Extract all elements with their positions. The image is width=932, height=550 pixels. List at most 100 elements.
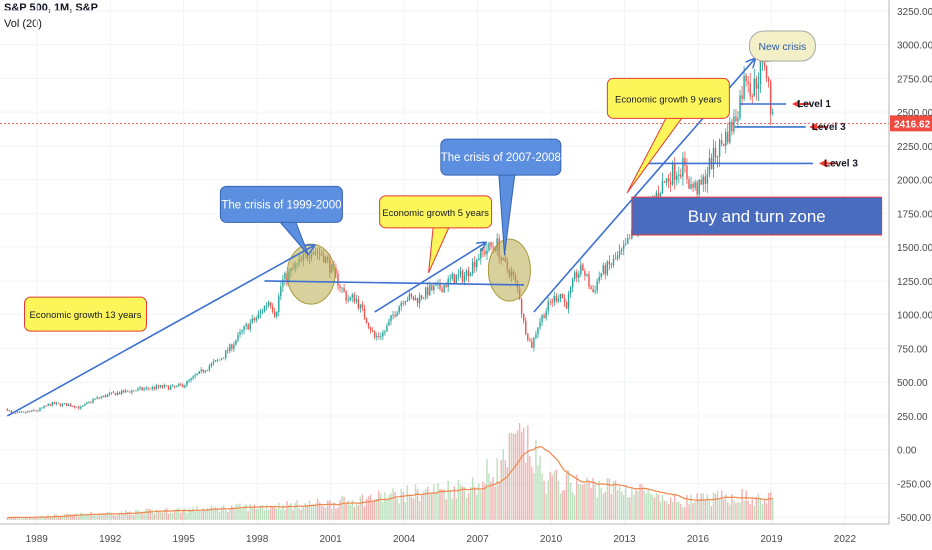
price-tick-label: 2250.00 bbox=[897, 142, 932, 153]
candle-body bbox=[614, 258, 617, 260]
candle-body bbox=[39, 407, 41, 411]
candle-body bbox=[351, 294, 353, 298]
volume-bar bbox=[314, 503, 317, 520]
candle-body bbox=[178, 384, 180, 386]
candle-body bbox=[688, 179, 690, 189]
volume-bar bbox=[112, 514, 115, 520]
candle-body bbox=[129, 391, 131, 393]
volume-bar bbox=[433, 484, 435, 520]
candle-body bbox=[241, 330, 243, 333]
candle-body bbox=[671, 164, 674, 185]
volume-bar bbox=[265, 504, 268, 520]
candle-body bbox=[76, 406, 78, 408]
candle-body bbox=[276, 311, 278, 317]
candle-body bbox=[227, 350, 229, 352]
candle-body bbox=[249, 322, 251, 330]
candle-body bbox=[400, 302, 402, 307]
volume-bar bbox=[159, 511, 162, 520]
candle-body bbox=[702, 176, 704, 185]
candle-body bbox=[480, 248, 482, 259]
candle-body bbox=[592, 288, 594, 293]
volume-bar bbox=[753, 505, 756, 520]
candle-body bbox=[445, 285, 447, 288]
candle-body bbox=[418, 295, 421, 304]
volume-bar bbox=[663, 500, 666, 520]
candle-body bbox=[104, 395, 107, 398]
candle-body bbox=[561, 293, 564, 299]
volume-bar bbox=[622, 494, 625, 520]
volume-bar bbox=[388, 495, 390, 520]
time-tick-label: 2019 bbox=[760, 534, 783, 545]
candle-body bbox=[167, 385, 170, 390]
volume-bar bbox=[443, 489, 445, 520]
candle-body bbox=[492, 246, 494, 248]
candle-body bbox=[771, 112, 774, 114]
volume-bar bbox=[404, 502, 407, 520]
volume-bar bbox=[757, 493, 760, 520]
candle-body bbox=[61, 403, 64, 406]
candle-body bbox=[127, 390, 129, 392]
callout-box bbox=[219, 185, 343, 223]
volume-bar bbox=[600, 487, 602, 520]
volume-bar bbox=[353, 507, 356, 520]
volume-bar bbox=[282, 504, 284, 520]
candle-body bbox=[402, 302, 404, 304]
candle-body bbox=[84, 403, 86, 406]
candle-body bbox=[261, 311, 264, 313]
volume-bar bbox=[267, 509, 270, 520]
candle-body bbox=[557, 298, 560, 302]
volume-bar bbox=[708, 500, 711, 520]
candle-body bbox=[731, 121, 733, 132]
candle-body bbox=[171, 385, 174, 387]
candle-body bbox=[51, 402, 53, 406]
candle-body bbox=[741, 95, 743, 99]
candle-body bbox=[408, 294, 411, 301]
volume-bar bbox=[431, 492, 433, 520]
candle-body bbox=[422, 297, 425, 299]
volume-bar bbox=[139, 511, 141, 520]
volume-bar bbox=[367, 496, 370, 520]
candle-body bbox=[718, 140, 721, 157]
candle-body bbox=[429, 285, 431, 296]
candle-body bbox=[531, 341, 533, 348]
volume-bar bbox=[455, 498, 458, 520]
candle-body bbox=[735, 116, 737, 122]
volume-bar bbox=[227, 512, 229, 520]
volume-bar bbox=[608, 478, 611, 520]
volume-bar bbox=[543, 480, 545, 520]
candle-body bbox=[122, 390, 125, 393]
candle-body bbox=[435, 284, 437, 286]
volume-bar bbox=[41, 515, 43, 520]
volume-bar bbox=[310, 505, 313, 520]
candle-body bbox=[384, 331, 386, 333]
volume-bar bbox=[35, 516, 37, 520]
volume-bar bbox=[482, 481, 484, 520]
candle-body bbox=[29, 411, 31, 413]
volume-bar bbox=[380, 493, 382, 520]
volume-bar bbox=[284, 510, 286, 520]
candle-body bbox=[586, 274, 588, 276]
volume-bar bbox=[259, 505, 262, 520]
candle-body bbox=[151, 386, 153, 389]
candle-body bbox=[365, 317, 368, 324]
volume-bar bbox=[533, 472, 535, 520]
volume-bar bbox=[739, 502, 741, 520]
volume-bar bbox=[761, 504, 764, 520]
candle-body bbox=[461, 271, 464, 282]
candle-body bbox=[363, 307, 366, 318]
candle-body bbox=[131, 390, 133, 393]
candle-body bbox=[659, 193, 662, 197]
candle-body bbox=[394, 314, 396, 317]
grid bbox=[0, 0, 889, 524]
candle-body bbox=[584, 270, 586, 276]
volume-bar bbox=[98, 513, 100, 520]
candle-body bbox=[678, 174, 680, 176]
volume-bar bbox=[716, 491, 719, 520]
volume-bar bbox=[465, 497, 468, 520]
candle-body bbox=[425, 287, 427, 298]
annotations: Level 1 Level 3 Level 3 2416.62 Buy and turn… bbox=[0, 30, 932, 417]
candle-body bbox=[22, 411, 25, 413]
volume-bar bbox=[751, 498, 753, 520]
volume-bar bbox=[651, 494, 653, 520]
